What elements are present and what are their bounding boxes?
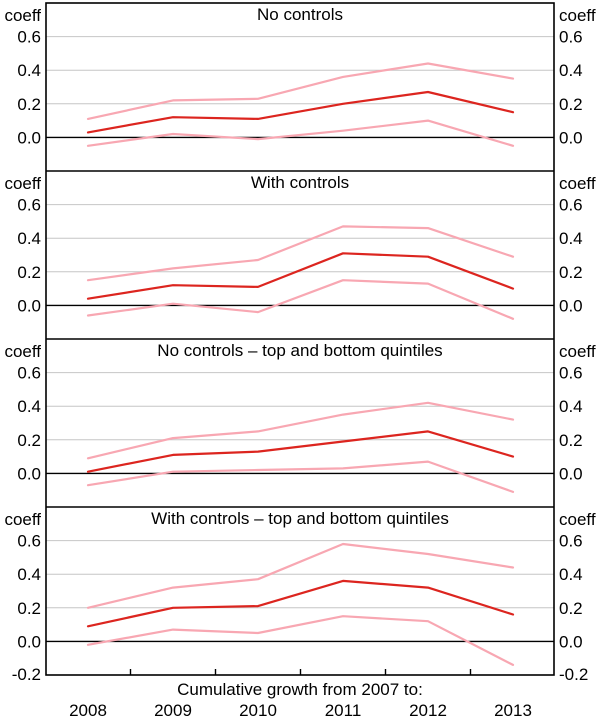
panel-title: No controls – top and bottom quintiles	[157, 341, 442, 360]
y-tick-label-right: 0.0	[559, 128, 583, 147]
y-axis-unit-right: coeff	[559, 342, 596, 361]
confidence-band-line	[86, 62, 515, 121]
y-tick-label-left: 0.6	[17, 28, 41, 47]
y-tick-label-right: 0.2	[559, 599, 583, 618]
y-axis-unit-right: coeff	[559, 510, 596, 529]
coefficient-line	[86, 579, 515, 628]
year-label: 2011	[325, 701, 362, 720]
year-label: 2010	[239, 701, 277, 720]
y-tick-label-left: 0.0	[17, 464, 41, 483]
panel-title: With controls	[251, 173, 349, 192]
confidence-band-line	[86, 225, 515, 282]
y-tick-label-left: 0.4	[17, 229, 41, 248]
y-tick-label-left: 0.6	[17, 196, 41, 215]
coefficient-line	[86, 90, 515, 134]
confidence-band-line	[86, 119, 515, 147]
panel-title: No controls	[257, 5, 343, 24]
confidence-band-line	[86, 460, 515, 493]
y-tick-label-right: -0.2	[559, 665, 588, 684]
y-tick-label-right: 0.4	[559, 565, 583, 584]
y-tick-label-left: 0.0	[17, 296, 41, 315]
year-label: 2013	[494, 701, 532, 720]
y-tick-label-right: 0.2	[559, 263, 583, 282]
y-axis-unit-left: coeff	[4, 174, 41, 193]
y-tick-label-right: 0.0	[559, 464, 583, 483]
y-tick-label-left: 0.6	[17, 532, 41, 551]
y-tick-label-right: 0.0	[559, 632, 583, 651]
year-label: 2008	[69, 701, 107, 720]
y-tick-label-right: 0.6	[559, 196, 583, 215]
y-tick-label-left: 0.4	[17, 61, 41, 80]
confidence-band-line	[86, 279, 515, 320]
y-tick-label-right: 0.4	[559, 61, 583, 80]
y-tick-label-left: 0.2	[17, 431, 41, 450]
panel-title: With controls – top and bottom quintiles	[151, 509, 449, 528]
y-tick-label-right: 0.4	[559, 397, 583, 416]
y-tick-label-left: 0.4	[17, 397, 41, 416]
y-axis-unit-right: coeff	[559, 6, 596, 25]
y-tick-label-left: 0.0	[17, 632, 41, 651]
y-tick-label-left: 0.2	[17, 599, 41, 618]
y-axis-unit-left: coeff	[4, 6, 41, 25]
y-tick-label-left: 0.2	[17, 263, 41, 282]
confidence-band-line	[86, 542, 515, 609]
y-tick-label-right: 0.4	[559, 229, 583, 248]
y-tick-label-right: 0.2	[559, 95, 583, 114]
y-tick-label-left: 0.2	[17, 95, 41, 114]
coefficient-line	[86, 430, 515, 473]
y-axis-unit-left: coeff	[4, 510, 41, 529]
coefficient-line	[86, 252, 515, 300]
year-label: 2012	[409, 701, 447, 720]
y-tick-label-right: 0.0	[559, 296, 583, 315]
y-tick-label-left: 0.4	[17, 565, 41, 584]
x-axis-label: Cumulative growth from 2007 to:	[177, 680, 423, 699]
y-tick-label-right: 0.6	[559, 28, 583, 47]
y-tick-label-right: 0.6	[559, 532, 583, 551]
confidence-band-line	[86, 401, 515, 460]
y-tick-label-left: -0.2	[12, 665, 41, 684]
y-axis-unit-left: coeff	[4, 342, 41, 361]
y-tick-label-left: 0.6	[17, 364, 41, 383]
y-tick-label-right: 0.6	[559, 364, 583, 383]
confidence-band-line	[86, 615, 515, 667]
chart-frame	[45, 2, 555, 676]
year-label: 2009	[154, 701, 192, 720]
y-tick-label-right: 0.2	[559, 431, 583, 450]
y-axis-unit-right: coeff	[559, 174, 596, 193]
y-tick-label-left: 0.0	[17, 128, 41, 147]
